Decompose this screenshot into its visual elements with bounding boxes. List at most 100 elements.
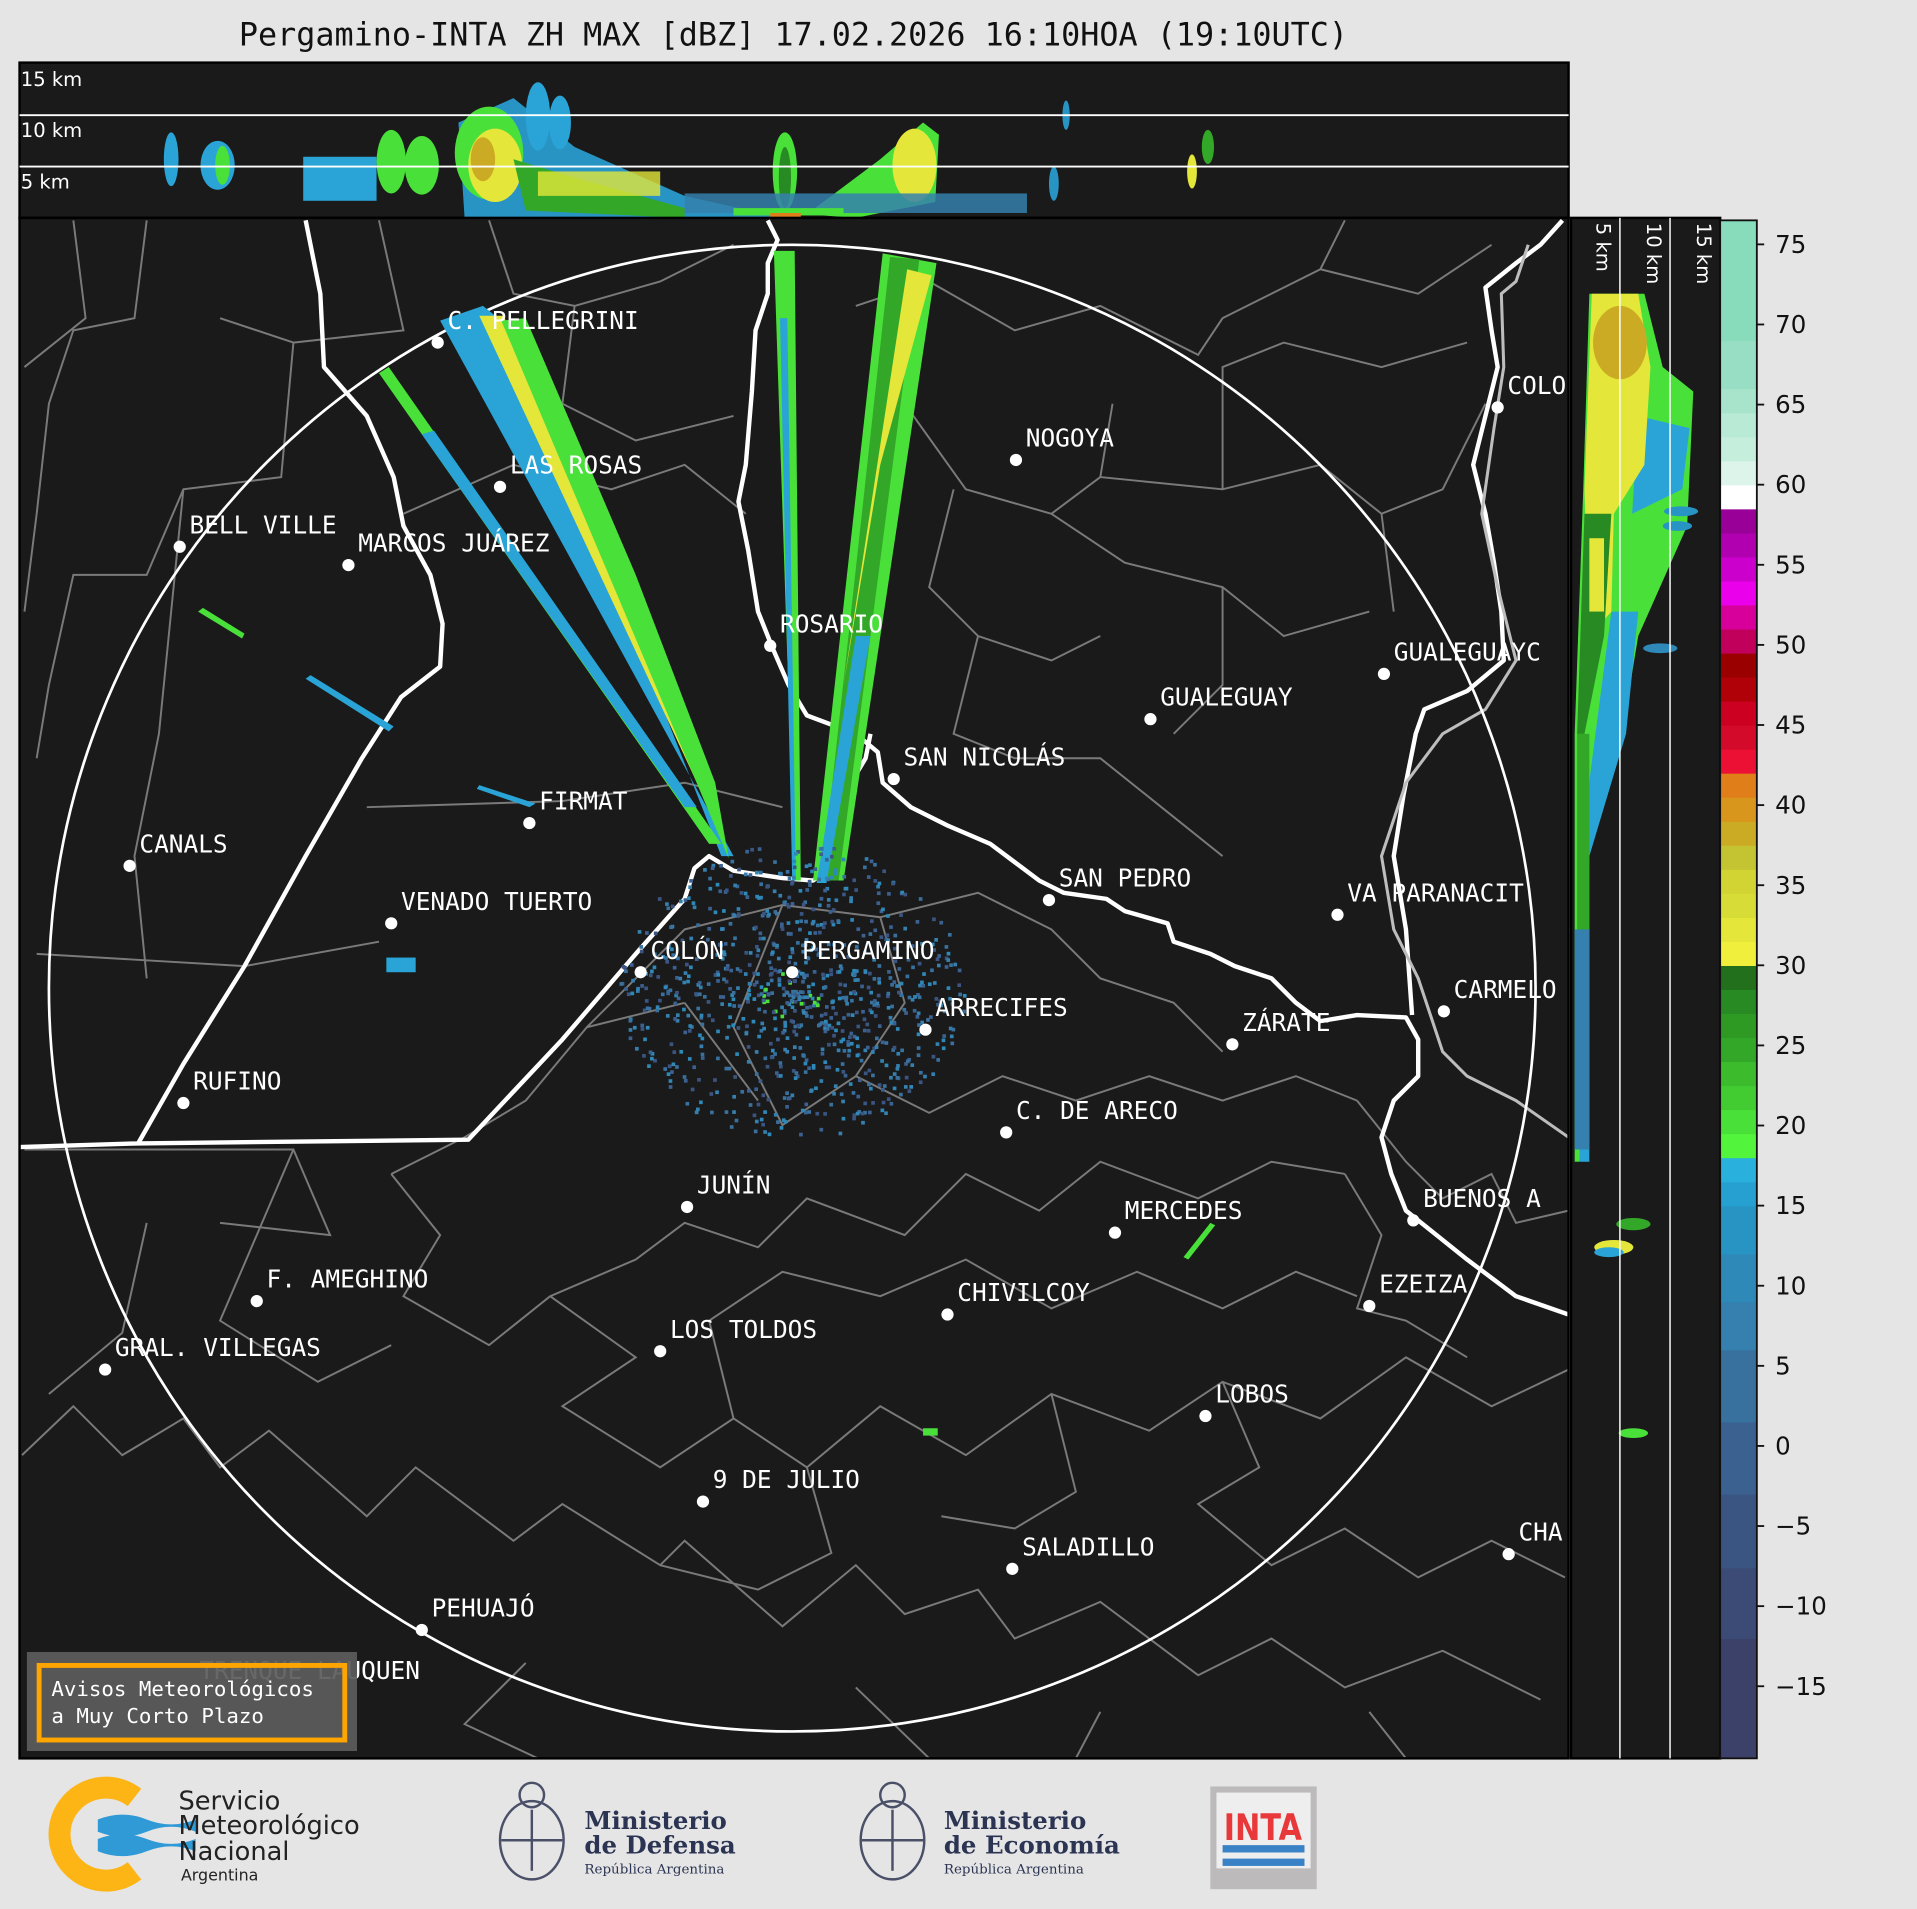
clutter-pixel xyxy=(667,945,671,949)
clutter-pixel xyxy=(861,933,866,938)
clutter-pixel xyxy=(719,864,723,868)
clutter-pixel xyxy=(794,1032,799,1037)
clutter-pixel xyxy=(821,925,826,930)
clutter-pixel xyxy=(783,1024,788,1028)
smn-line2: Meteorológico xyxy=(178,1811,359,1841)
clutter-pixel xyxy=(735,967,740,971)
clutter-pixel xyxy=(772,943,777,947)
city-label: MARCOS JUÁREZ xyxy=(358,529,549,558)
clutter-pixel xyxy=(658,998,662,1003)
clutter-pixel xyxy=(791,1069,796,1073)
clutter-pixel xyxy=(920,1020,925,1025)
clutter-pixel xyxy=(916,993,920,997)
clutter-pixel xyxy=(756,1102,761,1107)
clutter-pixel xyxy=(789,1019,794,1023)
colorbar-bin xyxy=(1720,508,1757,534)
clutter-pixel xyxy=(896,1051,901,1056)
clutter-pixel xyxy=(826,898,831,902)
clutter-pixel xyxy=(647,1006,652,1011)
clutter-pixel xyxy=(750,847,754,852)
clutter-pixel xyxy=(790,902,795,906)
clutter-pixel xyxy=(793,999,798,1004)
colorbar-bin xyxy=(1720,965,1757,990)
clutter-pixel xyxy=(675,1065,679,1069)
clutter-pixel xyxy=(796,849,800,854)
clutter-pixel xyxy=(753,1129,758,1134)
clutter-pixel xyxy=(792,865,797,870)
clutter-pixel xyxy=(710,866,715,871)
colorbar-tick-label: 45 xyxy=(1775,711,1806,740)
clutter-pixel xyxy=(756,948,761,953)
clutter-pixel xyxy=(796,941,800,945)
clutter-pixel xyxy=(713,1078,717,1082)
clutter-pixel xyxy=(877,1024,882,1028)
clutter-pixel xyxy=(752,971,757,976)
clutter-pixel xyxy=(674,993,678,998)
clutter-pixel xyxy=(916,1046,921,1050)
clutter-pixel xyxy=(835,1067,840,1072)
clutter-pixel xyxy=(890,1004,894,1009)
colorbar-bin xyxy=(1720,821,1757,846)
clutter-pixel xyxy=(785,991,790,995)
colorbar-bin xyxy=(1720,388,1757,414)
clutter-pixel xyxy=(889,1075,893,1080)
clutter-pixel xyxy=(819,922,824,927)
clutter-pixel xyxy=(825,1027,830,1031)
clutter-pixel xyxy=(946,951,951,956)
clutter-pixel xyxy=(739,891,744,895)
clutter-pixel xyxy=(773,1009,778,1014)
clutter-pixel xyxy=(748,951,753,955)
clutter-pixel xyxy=(808,931,812,935)
clutter-pixel xyxy=(727,1066,732,1071)
clutter-pixel xyxy=(723,942,728,946)
clutter-pixel xyxy=(867,1082,871,1087)
colorbar-bin xyxy=(1720,748,1757,774)
clutter-pixel xyxy=(864,857,869,861)
clutter-pixel xyxy=(792,1045,797,1050)
clutter-pixel xyxy=(648,973,653,978)
clutter-pixel xyxy=(821,972,825,977)
clutter-pixel xyxy=(650,1056,654,1061)
city-marker: GUALEGUAY xyxy=(1144,683,1293,726)
clutter-pixel xyxy=(722,909,726,913)
colorbar-bin xyxy=(1720,1567,1757,1639)
clutter-pixel xyxy=(667,1064,672,1069)
clutter-pixel xyxy=(868,932,873,936)
clutter-pixel xyxy=(820,1047,825,1052)
clutter-pixel xyxy=(787,932,792,936)
clutter-pixel xyxy=(673,1001,678,1006)
city-dot xyxy=(1000,1126,1013,1139)
clutter-pixel xyxy=(834,898,839,903)
height-label-5km: 5 km xyxy=(21,171,70,194)
clutter-pixel xyxy=(803,900,808,905)
clutter-pixel xyxy=(670,1070,674,1074)
clutter-pixel xyxy=(880,1040,885,1045)
clutter-pixel xyxy=(729,1125,734,1129)
city-dot xyxy=(173,540,186,553)
clutter-pixel xyxy=(827,1023,832,1028)
clutter-pixel xyxy=(715,953,720,957)
clutter-pixel xyxy=(666,1072,671,1077)
clutter-pixel xyxy=(841,1099,845,1104)
clutter-pixel xyxy=(761,998,766,1003)
clutter-pixel xyxy=(799,995,804,1000)
clutter-pixel xyxy=(792,1056,797,1060)
clutter-pixel xyxy=(741,1016,746,1021)
clutter-pixel xyxy=(813,867,818,871)
clutter-pixel xyxy=(644,986,648,991)
clutter-pixel xyxy=(880,1059,884,1063)
city-label: ROSARIO xyxy=(780,609,883,638)
clutter-pixel xyxy=(862,1028,867,1033)
clutter-pixel xyxy=(688,885,692,890)
clutter-pixel xyxy=(917,995,922,1000)
clutter-pixel xyxy=(855,1111,860,1116)
colorbar-tick-label: −15 xyxy=(1775,1672,1827,1701)
city-dot xyxy=(764,639,777,652)
alert-box[interactable]: Avisos Meteorológicos a Muy Corto Plazo xyxy=(26,1651,357,1752)
clutter-pixel xyxy=(811,1064,816,1068)
colorbar-bin xyxy=(1720,436,1757,462)
clutter-pixel xyxy=(708,876,712,881)
clutter-pixel xyxy=(663,1067,668,1071)
clutter-pixel xyxy=(802,995,807,1000)
radar-map[interactable]: C. PELLEGRINI LAS ROSAS BELL VILLE MARCOS J… xyxy=(18,216,1570,1760)
